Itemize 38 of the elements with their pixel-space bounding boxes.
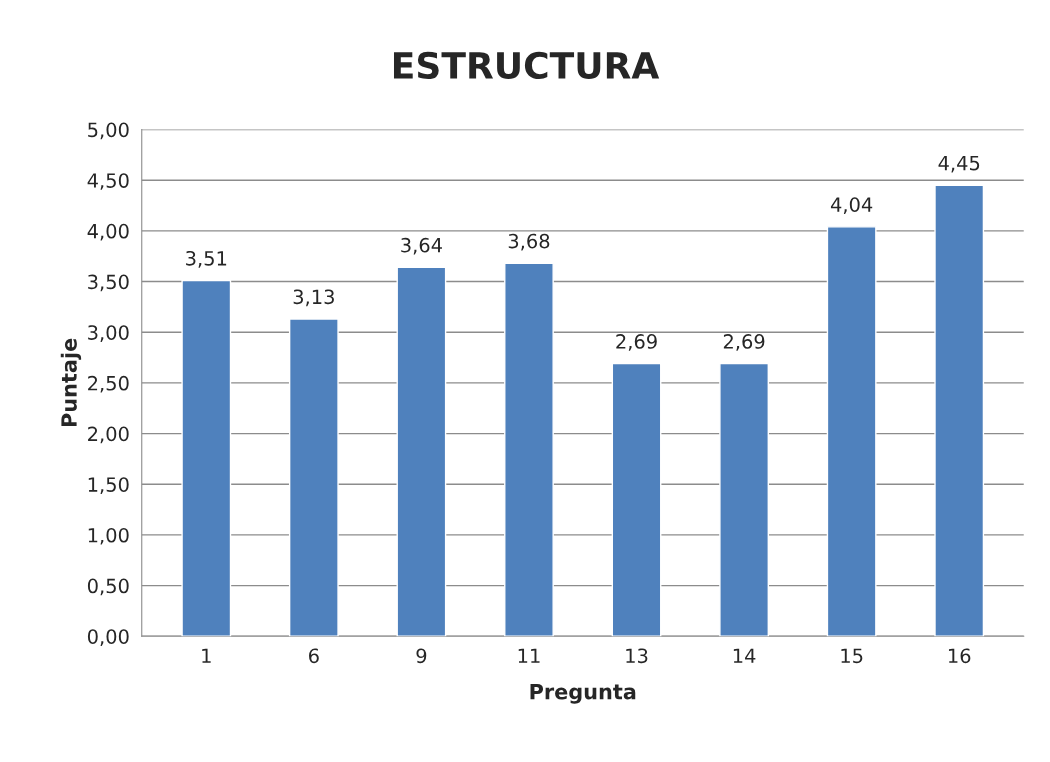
data-label: 4,45	[938, 155, 980, 173]
x-axis-title: Pregunta	[530, 684, 636, 704]
data-label: 3,64	[401, 237, 442, 255]
x-tick-label: 15	[841, 648, 863, 664]
y-tick-label: 5,00	[88, 122, 129, 140]
x-tick-label: 13	[626, 648, 648, 664]
chart-title: ESTRUCTURA	[393, 51, 660, 80]
bar	[181, 279, 232, 637]
data-label: 4,04	[830, 197, 873, 214]
data-label: 2,69	[723, 334, 765, 351]
y-tick-label: 0,50	[87, 578, 129, 596]
x-tick-label: 16	[948, 648, 971, 664]
bar	[934, 184, 985, 637]
data-label: 2,69	[616, 334, 657, 351]
bar	[719, 362, 769, 637]
y-tick-label: 4,50	[87, 173, 129, 190]
bar	[396, 266, 447, 637]
y-tick-label: 1,50	[88, 477, 129, 494]
y-axis-title: Puntaje	[60, 338, 82, 427]
x-tick-label: 14	[733, 648, 756, 663]
bar	[826, 226, 877, 637]
bar	[504, 262, 554, 637]
y-tick-label: 0,00	[87, 629, 129, 646]
data-label: 3,13	[293, 289, 334, 307]
bar	[288, 318, 339, 637]
x-tick-label: 9	[416, 648, 427, 664]
x-tick-label: 1	[202, 648, 211, 663]
x-tick-label: 6	[309, 648, 319, 664]
data-label: 3,51	[186, 250, 227, 268]
y-tick-label: 3,00	[88, 325, 129, 342]
data-label: 3,68	[508, 233, 550, 251]
y-tick-label: 3,50	[88, 274, 129, 292]
x-tick-label: 11	[518, 648, 540, 663]
bar	[611, 362, 662, 637]
y-tick-label: 1,00	[88, 527, 129, 545]
y-tick-label: 4,00	[87, 223, 129, 241]
y-tick-label: 2,50	[88, 375, 129, 393]
y-tick-label: 2,00	[88, 426, 129, 444]
